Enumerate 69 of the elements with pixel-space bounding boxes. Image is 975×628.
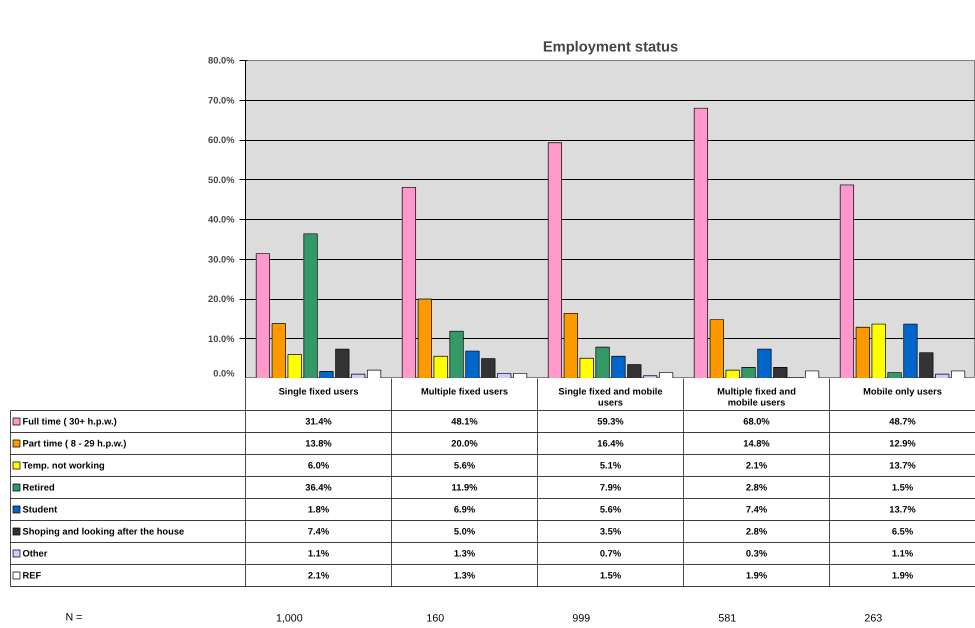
data-label: 3.5%: [600, 526, 622, 536]
data-label: 14.8%: [743, 438, 770, 448]
data-label: 11.9%: [452, 482, 478, 492]
y-tick-label: 10.0%: [208, 334, 236, 344]
legend-label: Retired: [22, 482, 55, 492]
y-tick-label: 30.0%: [208, 254, 236, 264]
y-tick-label: 70.0%: [208, 95, 236, 106]
data-label: 20.0%: [451, 438, 478, 448]
data-label: 13.8%: [305, 438, 332, 448]
y-tick-label: 80.0%: [208, 56, 236, 66]
data-label: 1.3%: [454, 570, 476, 580]
data-label: 5.1%: [600, 460, 622, 470]
data-label: 2.1%: [308, 570, 330, 580]
data-label: 0.7%: [600, 548, 622, 558]
text: 160: [426, 612, 444, 624]
x-tick-label: Mobile only users: [863, 386, 942, 396]
data-label: 68.0%: [743, 416, 770, 426]
legend-label: Student: [22, 504, 58, 514]
data-label: 7.4%: [308, 526, 330, 536]
x-tick-label: Multiple fixed and mobile users: [717, 386, 796, 408]
text: 581: [718, 612, 736, 624]
data-label: 36.4%: [305, 482, 332, 492]
x-tick-label: Single fixed and mobile users: [558, 386, 663, 408]
text: 263: [864, 612, 882, 624]
y-tick-label: 60.0%: [208, 135, 236, 145]
data-label: 1.9%: [746, 570, 768, 580]
chart-title: Employment status: [542, 40, 678, 56]
y-tick-label: 0.0%: [213, 368, 236, 378]
data-label: 7.9%: [600, 482, 622, 492]
data-label: 5.6%: [454, 460, 476, 470]
data-label: 13.7%: [889, 460, 916, 470]
data-label: 6.9%: [454, 504, 476, 514]
x-tick-label: Multiple fixed users: [420, 386, 508, 396]
data-label: 7.4%: [746, 504, 768, 514]
data-label: 13.7%: [889, 504, 916, 514]
legend-label: Other: [22, 548, 48, 558]
legend-label: Full time ( 30+ h.p.w.): [22, 416, 117, 426]
data-label: 1.1%: [308, 548, 330, 558]
data-label: 6.5%: [892, 526, 914, 536]
x-tick-label: Single fixed users: [278, 386, 358, 396]
text: 999: [572, 612, 590, 624]
legend-label: Part time ( 8 - 29 h.p.w.): [22, 438, 126, 448]
data-label: 1.5%: [892, 482, 914, 492]
data-label: 1.8%: [308, 504, 330, 514]
legend-label: Temp. not working: [22, 460, 106, 470]
data-label: 2.8%: [746, 526, 768, 536]
data-label: 48.1%: [451, 416, 478, 426]
data-label: 5.0%: [454, 526, 476, 536]
legend-label: Shoping and looking after the house: [22, 526, 184, 536]
text: N =: [66, 612, 82, 624]
data-label: 6.0%: [308, 460, 330, 470]
data-label: 5.6%: [600, 504, 622, 514]
data-label: 16.4%: [597, 438, 624, 448]
data-label: 1.9%: [892, 570, 914, 580]
data-label: 59.3%: [597, 416, 624, 426]
data-label: 1.1%: [892, 548, 914, 558]
data-label: 48.7%: [889, 416, 916, 426]
data-label: 2.1%: [746, 460, 768, 470]
legend-label: REF: [22, 570, 42, 580]
data-label: 1.5%: [600, 570, 622, 580]
y-tick-label: 40.0%: [208, 214, 236, 224]
data-label: 31.4%: [305, 416, 332, 426]
data-label: 0.3%: [746, 548, 768, 558]
data-label: 2.8%: [746, 482, 768, 492]
data-label: 1.3%: [454, 548, 476, 558]
text: 1,000: [276, 612, 303, 624]
y-tick-label: 20.0%: [208, 294, 236, 304]
y-tick-label: 50.0%: [208, 174, 236, 185]
data-label: 12.9%: [889, 438, 916, 448]
